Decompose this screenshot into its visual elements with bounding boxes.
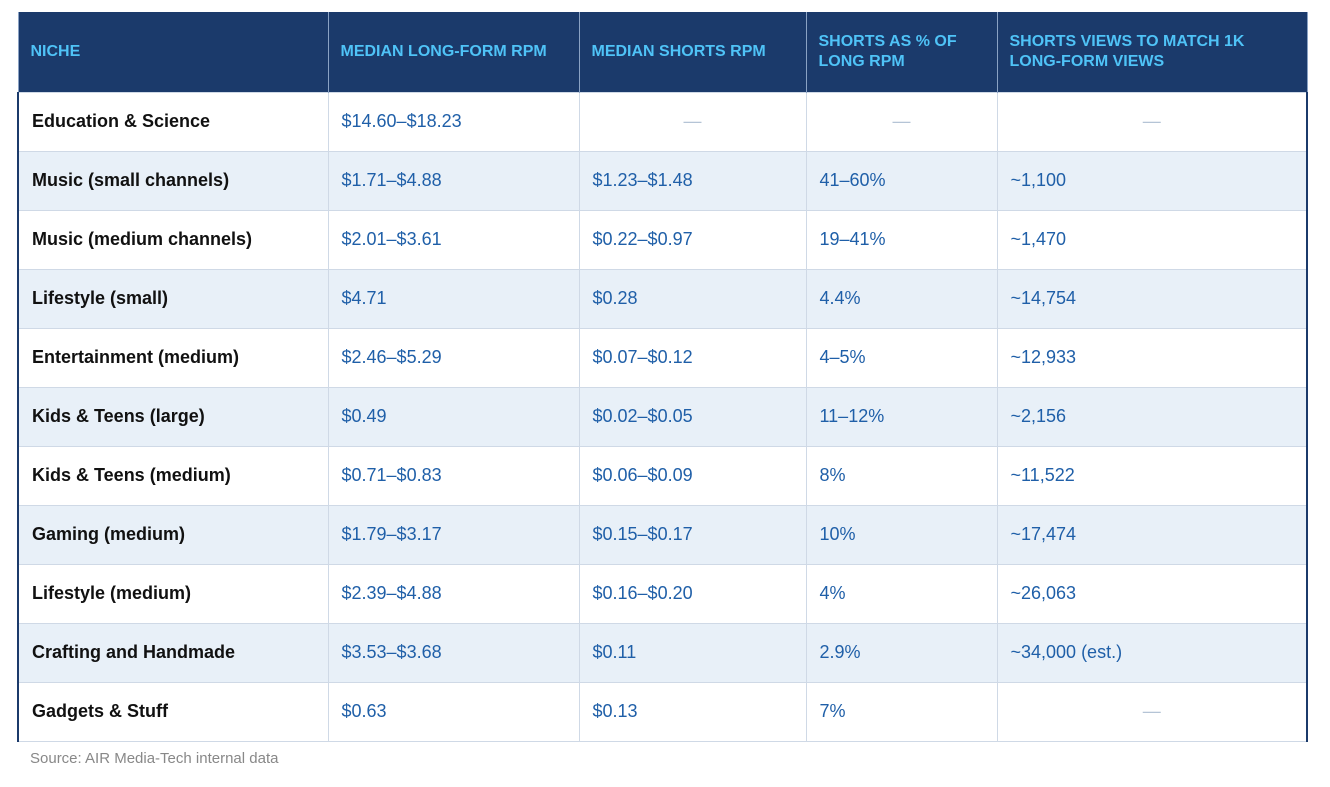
shorts-views-cell: ~34,000 (est.) (996, 622, 1308, 683)
niche-cell: Entertainment (medium) (17, 327, 329, 388)
header-shorts-views: SHORTS VIEWS TO MATCH 1K LONG-FORM VIEWS (996, 12, 1308, 92)
table-row: Entertainment (medium) $2.46–$5.29 $0.07–$… (17, 327, 1308, 388)
shorts-views-cell: ~26,063 (996, 563, 1308, 624)
shorts-percent-cell: 4% (805, 563, 998, 624)
shorts-percent-cell: 7% (805, 681, 998, 742)
long-form-rpm-cell: $4.71 (327, 268, 580, 329)
source-note: Source: AIR Media-Tech internal data (30, 750, 279, 767)
long-form-rpm-cell: $2.46–$5.29 (327, 327, 580, 388)
shorts-views-cell: ~12,933 (996, 327, 1308, 388)
niche-cell: Lifestyle (small) (17, 268, 329, 329)
shorts-views-cell: — (996, 91, 1308, 152)
header-row: NICHE MEDIAN LONG-FORM RPM MEDIAN SHORTS… (17, 12, 1308, 92)
shorts-rpm-cell: $0.11 (578, 622, 807, 683)
niche-cell: Lifestyle (medium) (17, 563, 329, 624)
shorts-percent-cell: 4.4% (805, 268, 998, 329)
shorts-rpm-cell: $0.07–$0.12 (578, 327, 807, 388)
long-form-rpm-cell: $0.63 (327, 681, 580, 742)
header-shorts-rpm: MEDIAN SHORTS RPM (578, 12, 807, 92)
shorts-percent-cell: 10% (805, 504, 998, 565)
niche-cell: Gaming (medium) (17, 504, 329, 565)
shorts-views-cell: ~17,474 (996, 504, 1308, 565)
shorts-percent-cell: 11–12% (805, 386, 998, 447)
rpm-table-container: NICHE MEDIAN LONG-FORM RPM MEDIAN SHORTS… (17, 12, 1308, 742)
table-row: Gadgets & Stuff $0.63 $0.13 7% — (17, 681, 1308, 742)
shorts-rpm-cell: $0.16–$0.20 (578, 563, 807, 624)
long-form-rpm-cell: $0.71–$0.83 (327, 445, 580, 506)
shorts-views-cell: ~2,156 (996, 386, 1308, 447)
shorts-rpm-cell: $0.15–$0.17 (578, 504, 807, 565)
shorts-rpm-cell: $1.23–$1.48 (578, 150, 807, 211)
table-row: Music (small channels) $1.71–$4.88 $1.23–$… (17, 150, 1308, 211)
shorts-percent-cell: 8% (805, 445, 998, 506)
niche-cell: Education & Science (17, 91, 329, 152)
shorts-rpm-cell: $0.28 (578, 268, 807, 329)
long-form-rpm-cell: $3.53–$3.68 (327, 622, 580, 683)
long-form-rpm-cell: $1.79–$3.17 (327, 504, 580, 565)
table-header: NICHE MEDIAN LONG-FORM RPM MEDIAN SHORTS… (17, 12, 1308, 92)
table-body: Education & Science $14.60–$18.23— — — Music… (17, 91, 1308, 742)
header-niche: NICHE (17, 12, 329, 92)
shorts-percent-cell: 4–5% (805, 327, 998, 388)
rpm-table: NICHE MEDIAN LONG-FORM RPM MEDIAN SHORTS… (17, 12, 1308, 742)
niche-cell: Kids & Teens (large) (17, 386, 329, 447)
niche-cell: Gadgets & Stuff (17, 681, 329, 742)
shorts-percent-cell: 2.9% (805, 622, 998, 683)
table-row: Kids & Teens (large) $0.49 $0.02–$0.05 11–1… (17, 386, 1308, 447)
niche-cell: Music (medium channels) (17, 209, 329, 270)
shorts-percent-cell: 19–41% (805, 209, 998, 270)
long-form-rpm-cell: $14.60–$18.23 (327, 91, 580, 152)
header-shorts-percent: SHORTS AS % OF LONG RPM (805, 12, 998, 92)
niche-cell: Music (small channels) (17, 150, 329, 211)
table-row: Kids & Teens (medium) $0.71–$0.83 $0.06–$0… (17, 445, 1308, 506)
shorts-views-cell: — (996, 681, 1308, 742)
shorts-rpm-cell: — (578, 91, 807, 152)
shorts-views-cell: ~1,470 (996, 209, 1308, 270)
table-row: Lifestyle (medium) $2.39–$4.88 $0.16–$0.20… (17, 563, 1308, 624)
header-long-form-rpm: MEDIAN LONG-FORM RPM (327, 12, 580, 92)
table-row: Lifestyle (small) $4.71 $0.28 4.4% ~14,754 (17, 268, 1308, 329)
shorts-views-cell: ~11,522 (996, 445, 1308, 506)
shorts-views-cell: ~1,100 (996, 150, 1308, 211)
shorts-percent-cell: 41–60% (805, 150, 998, 211)
long-form-rpm-cell: $2.39–$4.88 (327, 563, 580, 624)
shorts-rpm-cell: $0.06–$0.09 (578, 445, 807, 506)
long-form-rpm-cell: $1.71–$4.88 (327, 150, 580, 211)
table-row: Crafting and Handmade $3.53–$3.68 $0.11 2.9… (17, 622, 1308, 683)
table-row: Education & Science $14.60–$18.23— — — (17, 91, 1308, 152)
niche-cell: Kids & Teens (medium) (17, 445, 329, 506)
long-form-rpm-cell: $2.01–$3.61 (327, 209, 580, 270)
table-row: Music (medium channels) $2.01–$3.61 $0.22–… (17, 209, 1308, 270)
table-row: Gaming (medium) $1.79–$3.17 $0.15–$0.17 10%… (17, 504, 1308, 565)
shorts-rpm-cell: $0.22–$0.97 (578, 209, 807, 270)
niche-cell: Crafting and Handmade (17, 622, 329, 683)
shorts-rpm-cell: $0.02–$0.05 (578, 386, 807, 447)
shorts-views-cell: ~14,754 (996, 268, 1308, 329)
shorts-rpm-cell: $0.13 (578, 681, 807, 742)
long-form-rpm-cell: $0.49 (327, 386, 580, 447)
shorts-percent-cell: — (805, 91, 998, 152)
